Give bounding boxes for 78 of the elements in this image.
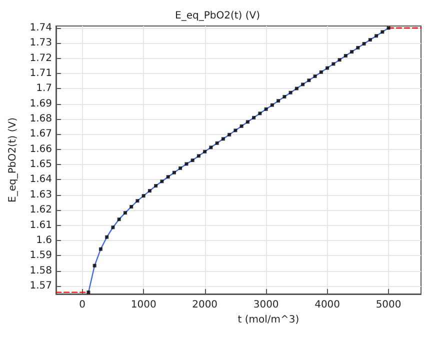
point <box>276 99 280 103</box>
point <box>368 38 372 42</box>
point <box>240 124 244 128</box>
y-axis-title: E_eq_PbO2(t) (V) <box>8 117 18 202</box>
point <box>362 42 366 46</box>
point <box>288 90 292 94</box>
point <box>136 199 140 203</box>
point <box>386 26 390 30</box>
x-tick-label: 4000 <box>314 300 340 310</box>
point <box>111 226 115 230</box>
point <box>130 204 134 208</box>
y-tick-label: 1.61 <box>30 220 52 231</box>
point <box>301 82 305 86</box>
x-axis-title: t (mol/m^3) <box>238 314 300 326</box>
point <box>356 46 360 50</box>
point <box>258 112 262 116</box>
y-tick-label: 1.73 <box>30 38 52 49</box>
point <box>203 150 207 154</box>
point <box>154 184 158 188</box>
y-tick-label: 1.58 <box>30 265 52 276</box>
point <box>178 166 182 170</box>
point <box>123 211 127 215</box>
point <box>294 86 298 90</box>
y-tick-label: 1.74 <box>30 22 52 34</box>
point <box>172 170 176 174</box>
y-tick-label: 1.68 <box>30 114 52 125</box>
point <box>184 162 188 166</box>
point <box>234 128 238 132</box>
y-tick-label: 1.57 <box>30 280 52 292</box>
x-tick-label: 5000 <box>376 300 402 310</box>
point <box>215 141 219 145</box>
point <box>270 103 274 107</box>
point <box>148 189 152 193</box>
point <box>98 247 102 251</box>
y-tick-label: 1.69 <box>30 98 52 110</box>
point <box>264 107 268 111</box>
y-tick-label: 1.62 <box>30 204 52 216</box>
point <box>350 50 354 54</box>
point <box>209 146 213 150</box>
y-tick-label: 1.71 <box>30 68 52 79</box>
point <box>332 62 336 66</box>
point <box>86 290 90 294</box>
point <box>142 194 146 198</box>
point <box>160 180 164 184</box>
point <box>166 175 170 179</box>
x-tick-label: 0 <box>79 300 86 310</box>
point <box>117 218 121 222</box>
point <box>338 58 342 62</box>
point <box>105 235 109 239</box>
y-tick-label: 1.7 <box>36 83 52 94</box>
point <box>319 70 323 74</box>
x-tick-label: 3000 <box>253 300 279 310</box>
y-tick-label: 1.64 <box>30 174 52 186</box>
point <box>374 34 378 38</box>
point <box>282 94 286 98</box>
y-tick-label: 1.63 <box>30 189 52 200</box>
point <box>92 264 96 268</box>
x-tick-label: 1000 <box>130 300 156 310</box>
y-tick-label: 1.66 <box>30 144 52 155</box>
point <box>313 74 317 78</box>
point <box>246 120 250 124</box>
line-series <box>88 27 390 293</box>
point <box>196 154 200 158</box>
y-tick-label: 1.67 <box>30 128 52 140</box>
y-tick-label: 1.59 <box>30 250 52 262</box>
y-tick-label: 1.65 <box>30 159 52 170</box>
x-tick-label: 2000 <box>192 300 218 310</box>
chart-title: E_eq_PbO2(t) (V) <box>175 10 260 22</box>
point <box>326 66 330 70</box>
point <box>252 116 256 120</box>
point <box>221 137 225 141</box>
point <box>190 158 194 162</box>
point <box>307 78 311 82</box>
y-tick-label: 1.72 <box>30 52 52 64</box>
y-tick-label: 1.6 <box>36 234 52 246</box>
point <box>228 132 232 136</box>
point <box>344 54 348 58</box>
point <box>380 30 384 34</box>
